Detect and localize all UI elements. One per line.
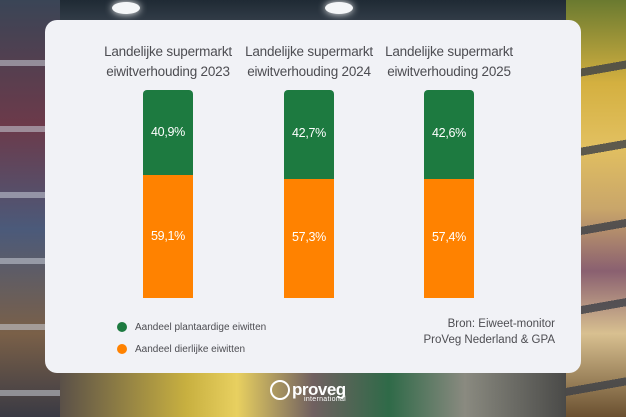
data-label: 59,1%: [151, 228, 185, 243]
data-label: 42,7%: [292, 126, 326, 141]
bar-segment-animal: 57,3%: [284, 178, 334, 298]
stacked-bar-2025: 42,6% 57,4%: [424, 90, 474, 298]
data-label: 57,4%: [432, 230, 466, 245]
bar-segment-plant: 40,9%: [143, 90, 193, 176]
legend: Aandeel plantaardige eiwitten Aandeel di…: [117, 316, 266, 360]
bar-segment-animal: 59,1%: [143, 175, 193, 298]
chart-title-line: Landelijke supermarkt: [385, 44, 513, 59]
chart-title-2025: Landelijke supermarkt eiwitverhouding 202…: [369, 42, 529, 82]
chart-title-line: eiwitverhouding 2025: [387, 64, 511, 79]
stacked-bar-2024: 42,7% 57,3%: [284, 90, 334, 298]
bar-segment-plant: 42,7%: [284, 90, 334, 179]
background-cart: [60, 370, 566, 417]
chart-title-2024: Landelijke supermarkt eiwitverhouding 202…: [229, 42, 389, 82]
proveg-logo-icon: [270, 380, 290, 400]
chart-title-2023: Landelijke supermarkt eiwitverhouding 202…: [88, 42, 248, 82]
legend-label: Aandeel plantaardige eiwitten: [135, 321, 267, 333]
chart-title-line: eiwitverhouding 2024: [247, 64, 371, 79]
legend-item-plant: Aandeel plantaardige eiwitten: [117, 316, 266, 338]
legend-dot-plant-icon: [117, 322, 127, 332]
legend-label: Aandeel dierlijke eiwitten: [135, 343, 246, 355]
bar-segment-animal: 57,4%: [424, 178, 474, 298]
logo-sub: international: [304, 396, 347, 403]
ceiling-light: [112, 2, 140, 14]
data-label: 42,6%: [432, 126, 466, 141]
data-label: 57,3%: [292, 230, 326, 245]
legend-item-animal: Aandeel dierlijke eiwitten: [117, 338, 266, 360]
data-label: 40,9%: [151, 124, 185, 139]
source-line-2: ProVeg Nederland & GPA: [423, 334, 555, 346]
chart-title-line: Landelijke supermarkt: [104, 44, 232, 59]
chart-card: Landelijke supermarkt eiwitverhouding 202…: [45, 20, 581, 373]
legend-dot-animal-icon: [117, 344, 127, 354]
stacked-bar-2023: 40,9% 59,1%: [143, 90, 193, 298]
logo-word: proveg: [292, 380, 346, 399]
bar-segment-plant: 42,6%: [424, 90, 474, 179]
chart-title-line: eiwitverhouding 2023: [106, 64, 230, 79]
chart-title-line: Landelijke supermarkt: [245, 44, 373, 59]
source-note: Bron: Eiweet-monitor ProVeg Nederland & …: [424, 316, 555, 348]
source-line-1: Bron: Eiweet-monitor: [447, 318, 555, 330]
proveg-logo: proveg international: [270, 380, 347, 403]
ceiling-light: [325, 2, 353, 14]
